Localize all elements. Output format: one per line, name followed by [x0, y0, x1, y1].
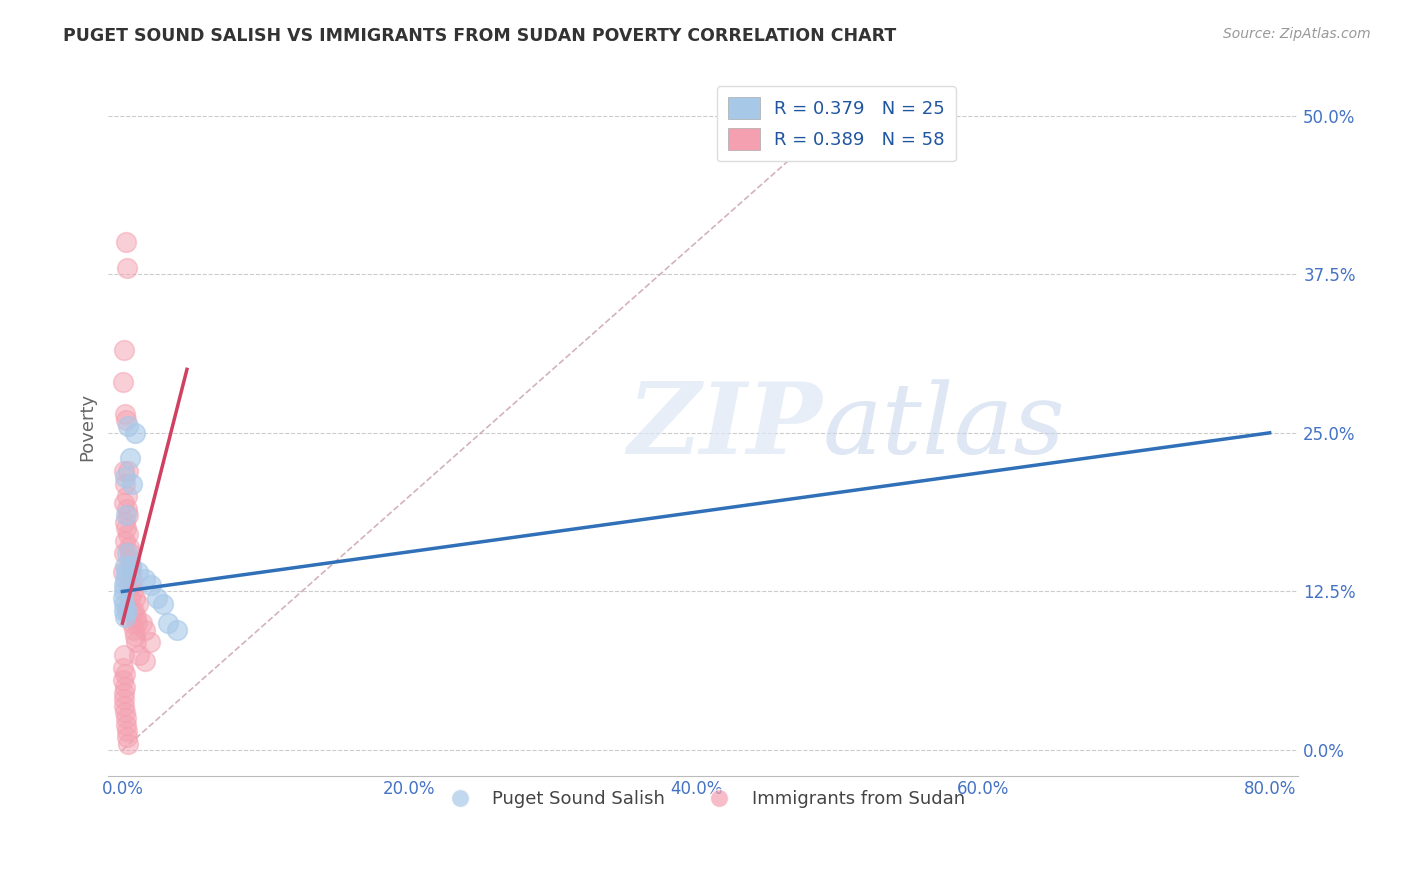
- Point: [112, 698, 135, 713]
- Point: [125, 635, 148, 649]
- Point: [117, 737, 139, 751]
- Point: [112, 692, 135, 706]
- Point: [138, 635, 160, 649]
- Point: [117, 464, 139, 478]
- Point: [124, 629, 146, 643]
- Point: [152, 597, 174, 611]
- Point: [114, 413, 136, 427]
- Point: [112, 578, 135, 592]
- Point: [114, 680, 136, 694]
- Point: [117, 527, 139, 541]
- Point: [114, 515, 136, 529]
- Point: [124, 425, 146, 440]
- Point: [112, 343, 135, 358]
- Point: [112, 584, 135, 599]
- Point: [131, 616, 153, 631]
- Point: [118, 546, 141, 560]
- Point: [114, 476, 136, 491]
- Point: [115, 502, 138, 516]
- Text: ZIP: ZIP: [627, 378, 823, 475]
- Point: [111, 566, 134, 580]
- Point: [117, 508, 139, 523]
- Point: [120, 553, 142, 567]
- Point: [115, 717, 138, 731]
- Point: [157, 616, 180, 631]
- Point: [114, 610, 136, 624]
- Point: [134, 654, 156, 668]
- Point: [112, 546, 135, 560]
- Point: [115, 566, 138, 580]
- Point: [114, 407, 136, 421]
- Point: [118, 578, 141, 592]
- Point: [120, 559, 142, 574]
- Legend: Puget Sound Salish, Immigrants from Sudan: Puget Sound Salish, Immigrants from Suda…: [434, 783, 972, 815]
- Point: [121, 616, 143, 631]
- Point: [114, 667, 136, 681]
- Point: [114, 533, 136, 548]
- Point: [128, 648, 150, 662]
- Point: [112, 591, 135, 605]
- Text: PUGET SOUND SALISH VS IMMIGRANTS FROM SUDAN POVERTY CORRELATION CHART: PUGET SOUND SALISH VS IMMIGRANTS FROM SU…: [63, 27, 897, 45]
- Point: [121, 476, 143, 491]
- Point: [112, 375, 135, 389]
- Point: [120, 566, 142, 580]
- Point: [112, 660, 135, 674]
- Point: [117, 731, 139, 745]
- Point: [115, 508, 138, 523]
- Point: [112, 686, 135, 700]
- Point: [125, 616, 148, 631]
- Point: [115, 521, 138, 535]
- Point: [120, 591, 142, 605]
- Point: [146, 591, 169, 605]
- Point: [120, 559, 142, 574]
- Text: Source: ZipAtlas.com: Source: ZipAtlas.com: [1223, 27, 1371, 41]
- Point: [134, 572, 156, 586]
- Point: [121, 578, 143, 592]
- Point: [115, 724, 138, 739]
- Point: [115, 546, 138, 560]
- Point: [114, 235, 136, 250]
- Point: [166, 623, 188, 637]
- Point: [124, 610, 146, 624]
- Point: [112, 495, 135, 509]
- Point: [121, 572, 143, 586]
- Point: [114, 572, 136, 586]
- Point: [127, 597, 149, 611]
- Point: [112, 464, 135, 478]
- Point: [114, 711, 136, 725]
- Point: [122, 584, 145, 599]
- Point: [134, 623, 156, 637]
- Point: [122, 623, 145, 637]
- Point: [115, 489, 138, 503]
- Point: [114, 705, 136, 719]
- Point: [118, 540, 141, 554]
- Point: [117, 419, 139, 434]
- Point: [112, 603, 135, 617]
- Point: [139, 578, 162, 592]
- Point: [120, 603, 142, 617]
- Point: [115, 260, 138, 275]
- Point: [118, 451, 141, 466]
- Point: [124, 591, 146, 605]
- Point: [111, 673, 134, 688]
- Point: [122, 603, 145, 617]
- Point: [114, 470, 136, 484]
- Point: [112, 648, 135, 662]
- Point: [117, 603, 139, 617]
- Y-axis label: Poverty: Poverty: [79, 392, 96, 460]
- Point: [114, 559, 136, 574]
- Point: [112, 597, 135, 611]
- Text: atlas: atlas: [823, 379, 1064, 475]
- Point: [127, 566, 149, 580]
